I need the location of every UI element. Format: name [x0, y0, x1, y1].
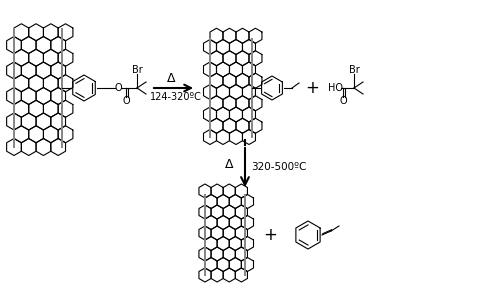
Text: 320-500ºC: 320-500ºC [251, 162, 306, 173]
Text: 124-320ºC: 124-320ºC [150, 92, 202, 102]
Text: Δ: Δ [167, 72, 176, 85]
Text: O: O [122, 96, 130, 106]
Text: +: + [305, 79, 319, 97]
Text: +: + [263, 226, 277, 244]
Text: Br: Br [132, 65, 142, 75]
Text: O: O [340, 96, 347, 106]
Text: HO: HO [328, 83, 343, 93]
Text: O: O [114, 83, 122, 93]
Text: Br: Br [348, 65, 360, 75]
Text: Δ: Δ [225, 158, 233, 171]
